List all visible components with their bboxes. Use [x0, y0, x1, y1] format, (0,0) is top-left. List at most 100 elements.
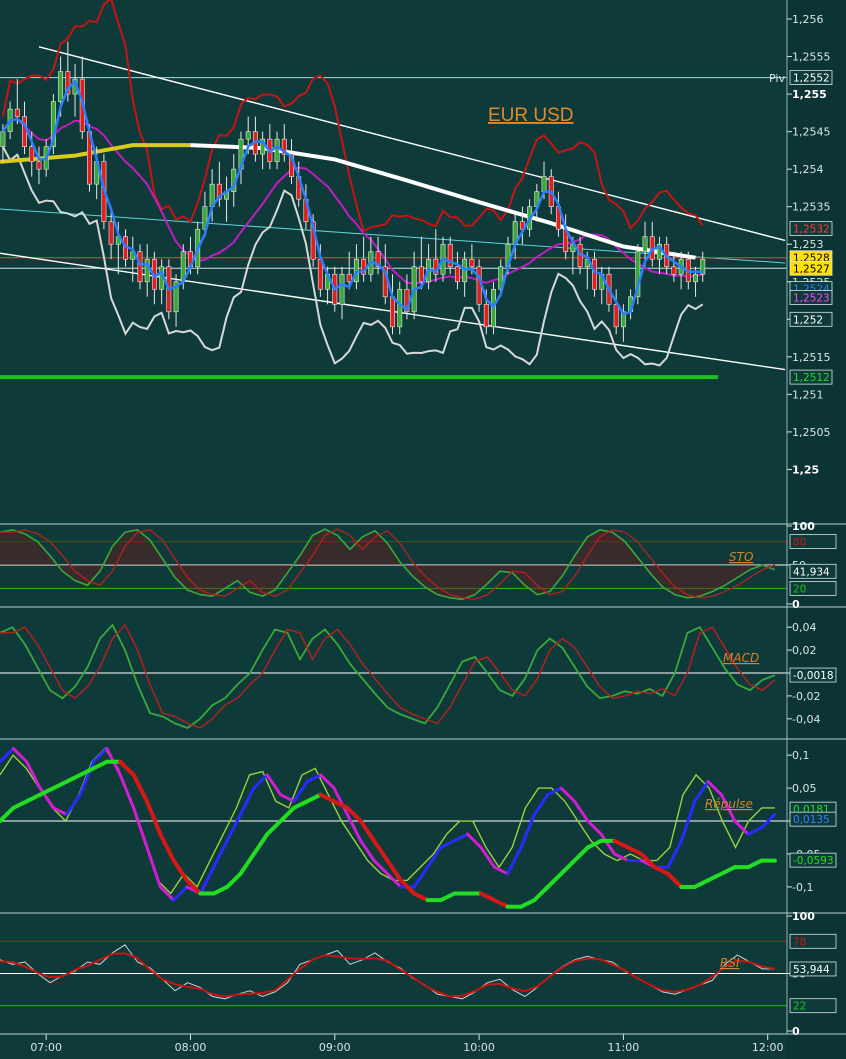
candle-bear	[375, 251, 381, 268]
last-value-label: 53,944	[793, 964, 830, 976]
price-level-box: 1,2532	[789, 221, 833, 236]
repulse-mid-line-segment	[225, 812, 242, 843]
repulse-slow-line-segment	[398, 878, 417, 896]
macd-panel: MACD	[0, 623, 787, 730]
price-level-label: 1,2532	[793, 223, 830, 235]
repulse-slow-line-segment	[185, 878, 203, 896]
price-y-tick-label: 1,2555	[792, 51, 831, 64]
candle-bull	[245, 131, 251, 140]
price-y-tick-label: 1,2545	[792, 126, 831, 139]
candle-bull	[58, 71, 64, 102]
repulse-mid-line-segment	[11, 747, 29, 764]
repulse-slow-line-segment	[64, 772, 83, 784]
last-value-frame	[789, 581, 837, 596]
last-value-box: 0,0135	[789, 811, 837, 827]
candle-bull	[541, 176, 547, 192]
osc-y-tick-label: 0,04	[792, 621, 817, 634]
price-y-tick-label: 1,2505	[792, 426, 831, 439]
price-level-frame	[789, 369, 833, 385]
price-level-frame	[789, 221, 833, 236]
price-y-tick-label: 1,253	[792, 238, 824, 251]
price-level-frame	[789, 260, 833, 276]
repulse-mid-line-segment	[172, 885, 189, 902]
osc-y-tick-label: 0	[792, 598, 800, 611]
repulse-mid-line-segment	[452, 832, 470, 843]
last-value-box: 20	[789, 581, 837, 596]
repulse-mid-line-segment	[693, 780, 710, 803]
candle-bear	[519, 221, 525, 230]
price-y-tick-label: 1,25	[792, 463, 819, 476]
repulse-slow-line-segment	[251, 832, 270, 856]
price-level-label: 1,2523	[793, 293, 830, 305]
repulse-slow-line-segment	[585, 838, 604, 850]
price-level-frame	[789, 311, 833, 327]
repulse-slow-line-segment	[118, 759, 136, 777]
repulse-mid-line-segment	[492, 865, 510, 876]
last-value-frame	[789, 852, 837, 868]
repulse-mid-line-segment	[319, 773, 336, 790]
pivot-label: Piv	[769, 72, 785, 85]
candle-bull	[570, 243, 576, 253]
last-value-label: 20	[793, 583, 806, 595]
repulse-mid-line-segment	[586, 819, 603, 836]
last-value-frame	[789, 933, 837, 949]
repulse-mid-line-segment	[519, 812, 536, 849]
price-y-tick-label: 1,251	[792, 388, 824, 401]
price-y-tick-label: 1,2535	[792, 201, 831, 214]
repulse-mid-line-segment	[0, 747, 15, 764]
repulse-mid-line-segment	[719, 793, 737, 823]
osc-y-tick-label: -0,1	[792, 881, 813, 894]
repulse-mid-line-segment	[572, 799, 590, 823]
osc-y-tick-label: 0,05	[792, 782, 817, 795]
last-value-label: 78	[793, 936, 806, 948]
candle-bear	[36, 161, 42, 170]
price-level-frame	[789, 70, 833, 85]
repulse-mid-line-segment	[479, 845, 496, 869]
last-value-box: 80	[789, 534, 837, 549]
candle-bear	[671, 266, 677, 275]
price-level-box: 1,2512	[789, 369, 833, 385]
sto-label: STO	[729, 550, 753, 564]
repulse-mid-line-segment	[332, 786, 349, 816]
price-level-box: 1,2527	[789, 260, 833, 276]
chart-title: EUR USD	[488, 105, 574, 126]
repulse-slow-line-segment	[666, 871, 684, 889]
repulse-slow-line-segment	[11, 799, 29, 810]
sto-signal-line	[0, 528, 776, 601]
last-value-box: 22	[789, 998, 837, 1014]
repulse-slow-line-segment	[78, 766, 96, 777]
repulse-mid-line-segment	[359, 839, 376, 863]
repulse-slow-line-segment	[144, 799, 163, 837]
candle-bull	[274, 138, 280, 162]
last-value-label: -0,0018	[793, 670, 834, 682]
repulse-mid-line-segment	[292, 780, 309, 803]
lower-band-line	[2, 146, 704, 367]
candle-bear	[65, 71, 71, 95]
candle-bull	[144, 258, 150, 283]
candle-bear	[108, 221, 114, 245]
repulse-slow-line-segment	[532, 884, 550, 903]
price-level-frame	[789, 290, 833, 305]
repulse-slow-line-segment	[692, 878, 711, 889]
candle-bear	[281, 138, 287, 155]
x-tick-label: 11:00	[608, 1041, 640, 1054]
fast-ma-line	[1, 79, 703, 316]
repulse-slow-line-segment	[719, 865, 737, 876]
repulse-mid-line-segment	[25, 760, 42, 790]
repulse-mid-line-segment	[345, 812, 363, 843]
repulse-mid-line-segment	[198, 865, 216, 896]
repulse-mid-line-segment	[238, 786, 256, 816]
candle-bear	[137, 251, 143, 283]
repulse-slow-line-segment	[225, 871, 243, 889]
last-value-frame	[789, 811, 837, 827]
x-tick-label: 10:00	[463, 1041, 495, 1054]
repulse-slow-line-segment	[211, 884, 230, 896]
repulse-mid-line-segment	[279, 793, 296, 803]
last-value-box: 53,944	[789, 961, 837, 977]
repulse-mid-line-segment	[145, 845, 162, 889]
last-value-label: 80	[793, 537, 806, 549]
price-level-label: 1,2552	[793, 73, 830, 85]
repulse-mid-line-segment	[65, 793, 82, 816]
repulse-mid-line-segment	[546, 786, 563, 797]
